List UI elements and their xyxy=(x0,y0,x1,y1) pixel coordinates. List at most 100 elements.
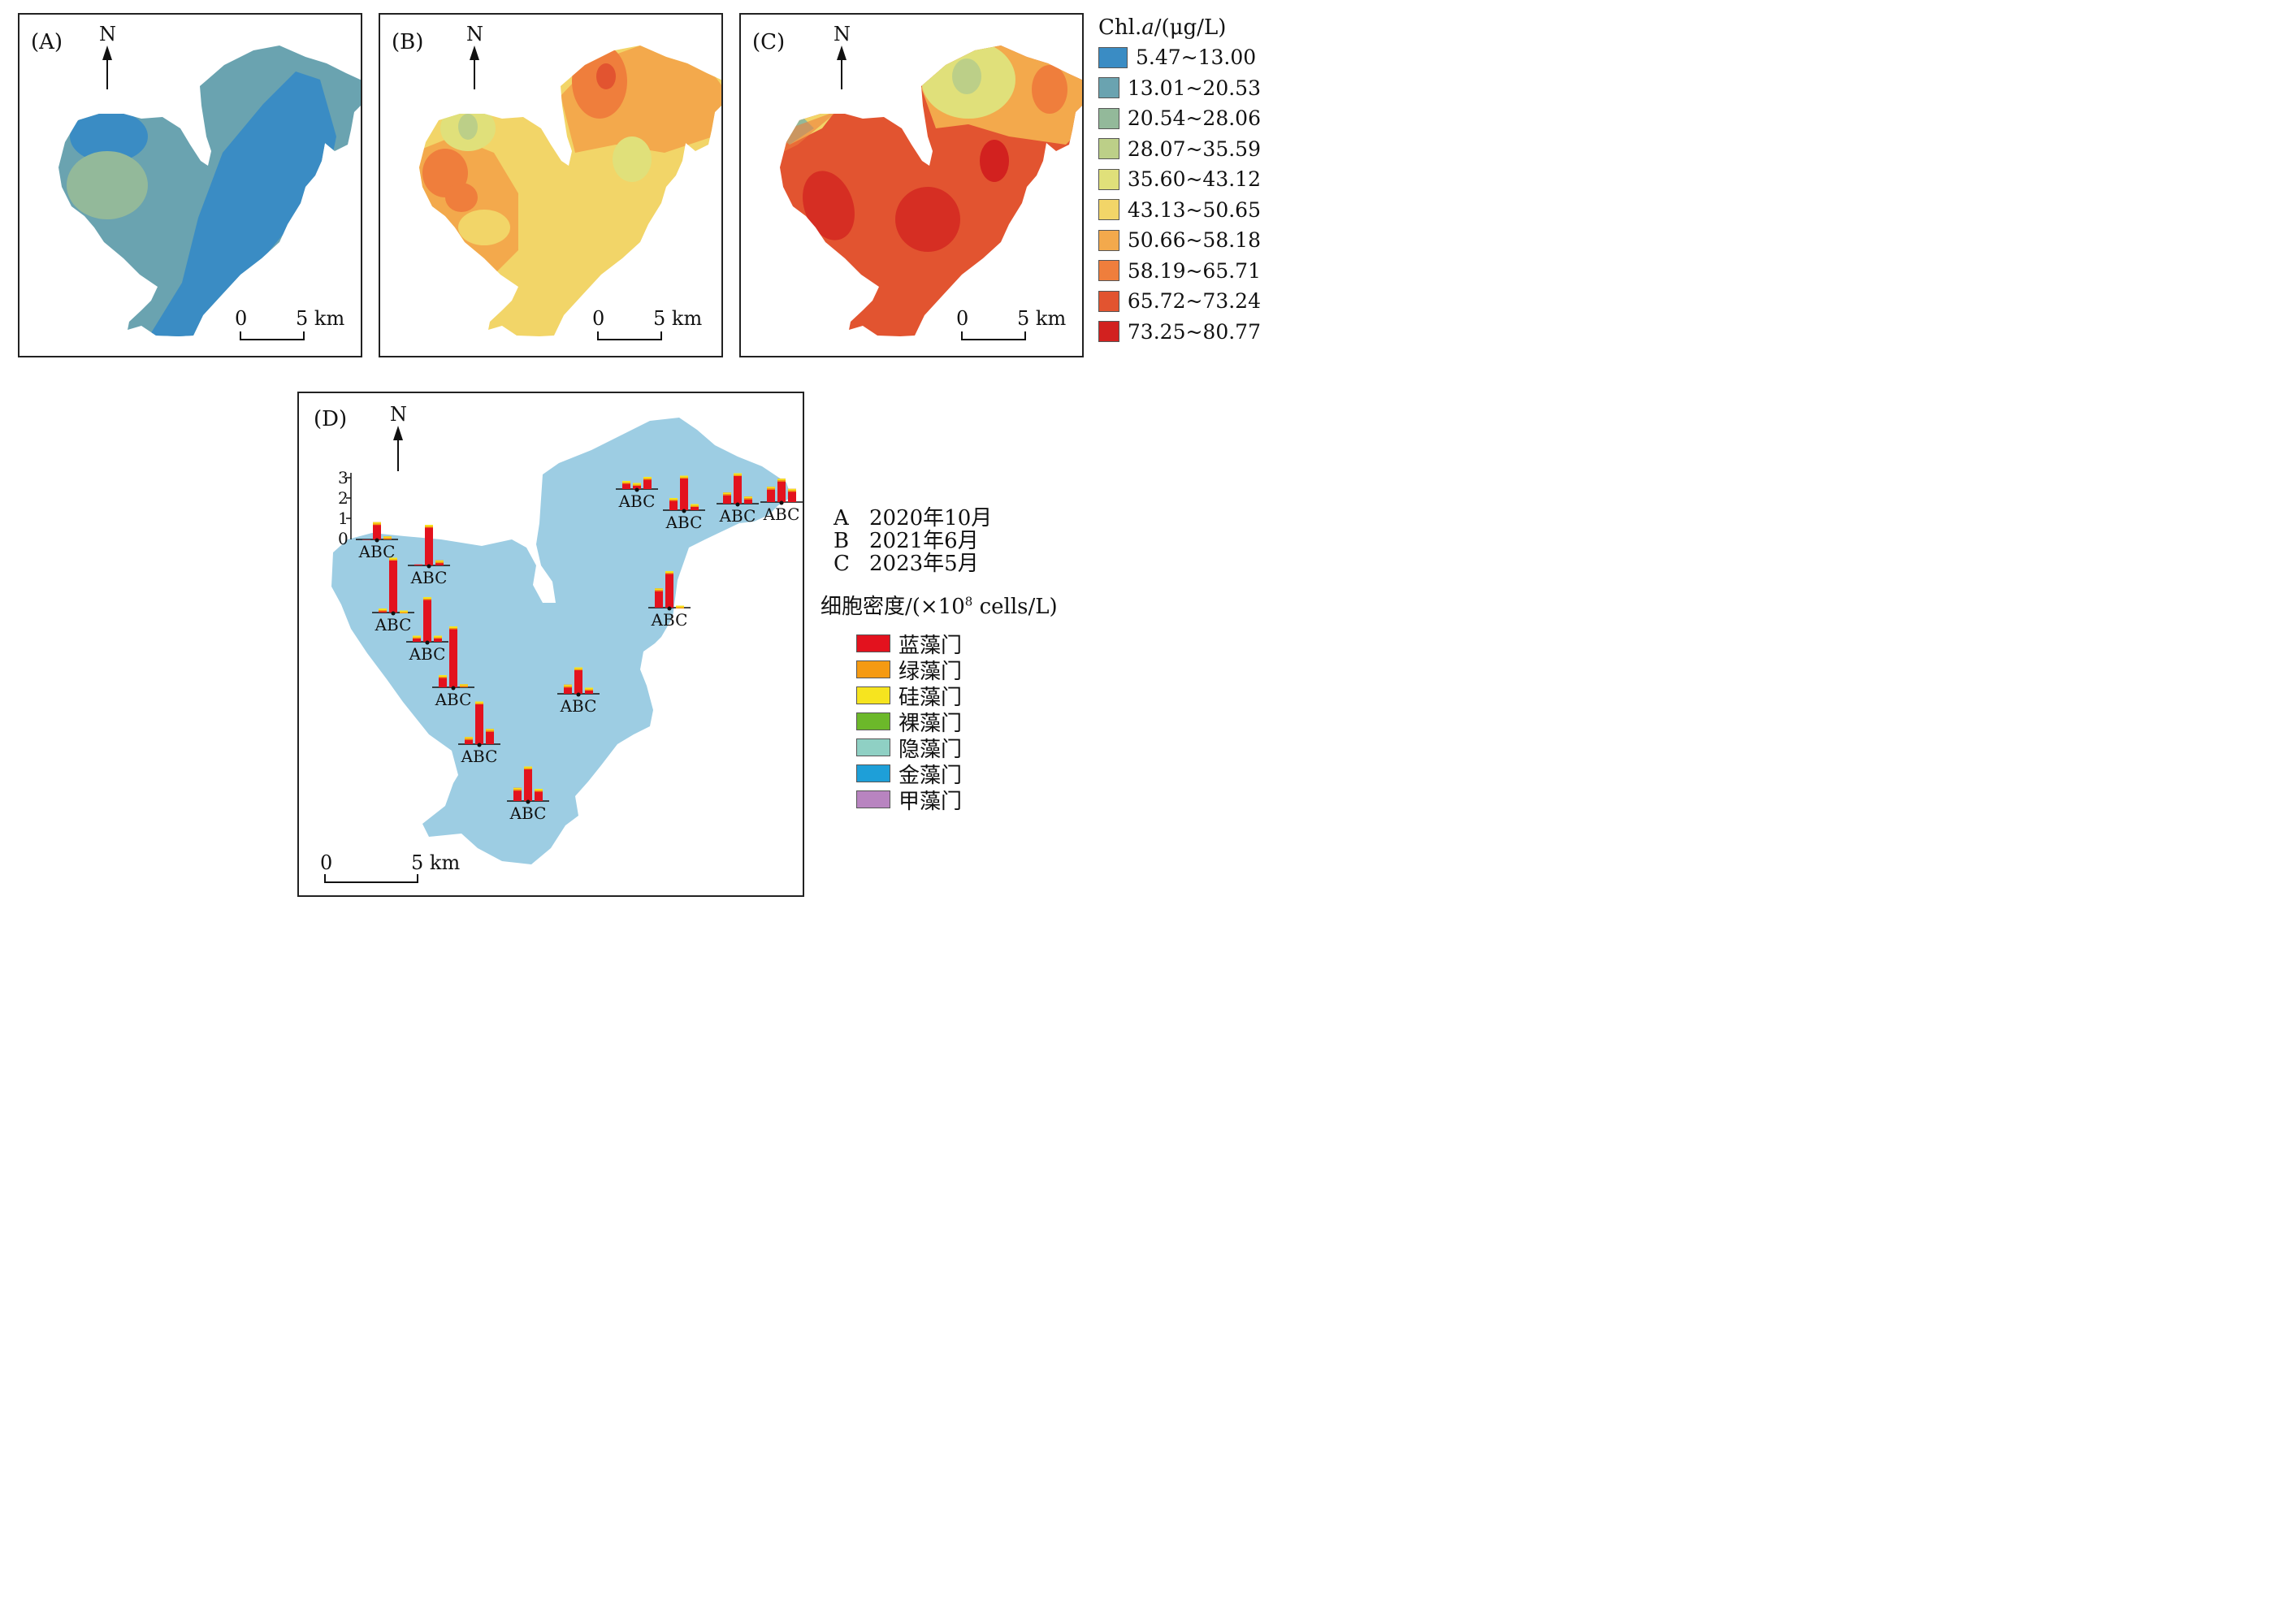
bar-a xyxy=(655,588,663,608)
site-chart: ABC xyxy=(760,479,803,524)
density-title: 细胞密度/(×108 cells/L) xyxy=(821,594,1058,619)
bar-b xyxy=(373,522,381,539)
y-tick-0: 0 xyxy=(338,529,349,548)
bar-a-minor xyxy=(655,588,663,591)
panel-label: (B) xyxy=(392,30,423,54)
legend-label: 43.13~50.65 xyxy=(1127,197,1261,222)
bar-a-minor xyxy=(513,787,522,790)
site-point xyxy=(526,799,530,804)
bar-a xyxy=(362,539,370,540)
site-label: ABC xyxy=(719,506,756,526)
site-label: ABC xyxy=(358,542,396,561)
phyla-legend-item: 绿藻门 xyxy=(856,656,1019,684)
bar-a-minor2 xyxy=(723,494,731,496)
legend-swatch xyxy=(856,686,890,704)
bar-b-minor xyxy=(373,522,381,524)
legend-label: 28.07~35.59 xyxy=(1127,136,1261,161)
chl-legend-item: 35.60~43.12 xyxy=(1098,164,1261,195)
bar-c-minor2 xyxy=(788,490,796,492)
site-label: ABC xyxy=(375,615,412,634)
bar-c xyxy=(434,635,442,642)
bar-c-minor2 xyxy=(691,505,699,507)
north-arrow-icon xyxy=(837,45,847,89)
bar-b-minor xyxy=(574,667,582,669)
bar-c-minor xyxy=(486,729,494,731)
bar-a xyxy=(413,635,421,642)
site-label: ABC xyxy=(410,568,448,587)
scale-bar xyxy=(961,331,1026,340)
bar-c-minor xyxy=(676,605,684,608)
bar-a-minor xyxy=(669,498,678,500)
legend-label: 50.66~58.18 xyxy=(1127,228,1261,253)
bar-c-minor xyxy=(585,687,593,690)
legend-swatch xyxy=(1098,46,1128,68)
bar-b-minor xyxy=(633,483,641,485)
north-label: N xyxy=(99,23,116,45)
bar-a xyxy=(622,481,630,489)
bar-b-minor xyxy=(449,626,457,628)
site-chart: ABC xyxy=(557,667,600,716)
site-chart: ABC xyxy=(717,473,759,526)
phyla-legend-item: 隐藻门 xyxy=(856,734,1019,762)
chl-legend-item: 58.19~65.71 xyxy=(1098,256,1261,287)
site-label: ABC xyxy=(560,696,597,716)
legend-label: 13.01~20.53 xyxy=(1127,76,1261,100)
bar-b-minor xyxy=(475,701,483,704)
bar-b-minor2 xyxy=(425,526,433,528)
bar-c-minor2 xyxy=(434,637,442,639)
bar-b-minor2 xyxy=(524,768,532,769)
bar-a-minor xyxy=(723,492,731,495)
bar-a-minor2 xyxy=(669,500,678,501)
bar-a xyxy=(513,787,522,801)
bar-b-minor2 xyxy=(389,559,397,561)
site-chart: ABC xyxy=(507,766,549,823)
bar-c-minor2 xyxy=(486,730,494,732)
site-point xyxy=(391,611,396,616)
y-tick-3: 3 xyxy=(338,468,349,487)
site-chart: ABC xyxy=(648,571,691,630)
bar-c xyxy=(535,789,543,801)
panel-label: (D) xyxy=(314,407,347,431)
legend-label: 金藻门 xyxy=(899,763,963,788)
legend-label: 隐藻门 xyxy=(899,737,963,762)
bar-b-minor xyxy=(425,525,433,526)
legend-swatch xyxy=(1098,229,1119,251)
site-point xyxy=(682,509,686,513)
bar-c-minor xyxy=(535,789,543,790)
bar-a-minor2 xyxy=(564,686,572,688)
scale-end: 5 km xyxy=(653,307,702,330)
legend-label: 裸藻门 xyxy=(899,711,963,736)
bar-c-minor2 xyxy=(400,612,408,613)
site-chart: ABC xyxy=(408,525,450,587)
site-point xyxy=(375,538,379,543)
panel-label: (A) xyxy=(31,30,63,54)
bar-c-minor2 xyxy=(676,607,684,608)
bar-c-minor xyxy=(788,488,796,491)
legend-swatch xyxy=(856,660,890,678)
bar-c-minor2 xyxy=(585,689,593,691)
scale-bar xyxy=(597,331,662,340)
bar-b xyxy=(389,557,397,613)
site-label: ABC xyxy=(409,644,446,664)
scale-bar xyxy=(240,331,305,340)
bar-a-minor xyxy=(622,481,630,483)
period-row-a: A 2020年10月 xyxy=(834,506,993,531)
bar-b-minor2 xyxy=(633,484,641,486)
bar-b-minor xyxy=(680,475,688,478)
site-point xyxy=(576,692,581,697)
bar-c-minor2 xyxy=(383,538,392,539)
bar-a xyxy=(564,684,572,694)
bar-a-minor2 xyxy=(655,590,663,591)
scale-end: 5 km xyxy=(1017,307,1066,330)
bar-c-minor2 xyxy=(643,479,652,480)
map-panel-b: (B) N 0 5 km xyxy=(379,13,730,357)
chl-legend: Chl.a/(μg/L) 5.47~13.00 13.01~20.53 20.54~… xyxy=(1098,13,1261,354)
bar-a-minor xyxy=(465,737,473,739)
bar-c-minor xyxy=(460,684,468,686)
bar-a-minor xyxy=(413,635,421,638)
bar-a xyxy=(465,737,473,744)
scale-zero: 0 xyxy=(235,307,247,330)
legend-label: 58.19~65.71 xyxy=(1127,258,1261,283)
site-charts: ABC ABC ABC ABC ABC ABC ABC ABC ABC ABC ABC ABC ABC xyxy=(356,473,803,823)
chl-legend-title: Chl.a/(μg/L) xyxy=(1098,15,1227,40)
